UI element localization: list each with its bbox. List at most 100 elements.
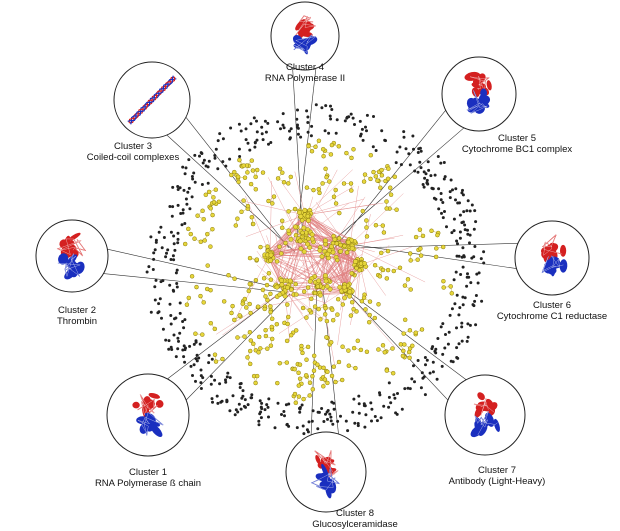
protein-node: [301, 289, 307, 294]
protein-node: [210, 226, 215, 232]
protein-node: [336, 236, 342, 241]
protein-node: [312, 290, 318, 296]
protein-node: [328, 152, 334, 157]
protein-node: [413, 330, 419, 335]
protein-structure-red-blue-icon: [56, 232, 87, 280]
protein-node: [260, 287, 266, 293]
singleton-node: [198, 154, 201, 158]
singleton-node: [182, 188, 186, 192]
interaction-edge: [304, 214, 348, 256]
singleton-node: [456, 201, 460, 205]
singleton-node: [364, 413, 368, 417]
singleton-node: [285, 423, 289, 427]
protein-node: [309, 148, 315, 154]
singleton-node: [171, 254, 175, 258]
protein-node: [298, 213, 304, 219]
protein-node: [242, 175, 248, 180]
singleton-node: [423, 356, 427, 359]
singleton-node: [358, 119, 362, 123]
singleton-node: [169, 230, 173, 234]
singleton-node: [452, 217, 456, 221]
singleton-node: [237, 147, 241, 151]
ribbon-highlight: [57, 238, 86, 257]
singleton-node: [309, 134, 313, 138]
protein-node: [235, 216, 240, 221]
protein-node: [349, 155, 354, 161]
protein-node: [247, 255, 253, 261]
singleton-node: [431, 360, 435, 364]
protein-node: [211, 199, 217, 205]
interaction-edge: [306, 224, 351, 246]
interaction-edge: [359, 246, 413, 266]
cluster-7-inset: [444, 374, 526, 456]
interaction-edge: [284, 289, 303, 315]
cluster-number: Cluster 1: [128, 467, 167, 478]
protein-node: [371, 169, 376, 175]
protein-node: [379, 173, 385, 178]
protein-node: [361, 179, 367, 184]
singleton-node: [216, 167, 220, 171]
singleton-node: [192, 171, 196, 175]
cluster-number: Cluster 3: [113, 141, 152, 152]
protein-node: [322, 377, 328, 382]
singleton-node: [463, 223, 467, 227]
protein-node: [325, 251, 331, 257]
singleton-node: [365, 113, 369, 117]
protein-node: [212, 326, 218, 332]
protein-node: [327, 286, 333, 292]
cluster-label-3: Cluster 3 Coiled-coil complexes: [68, 141, 198, 163]
interaction-edge: [267, 214, 306, 256]
singleton-node: [167, 347, 171, 351]
singleton-node: [172, 242, 176, 246]
cluster-name: Thrombin: [56, 316, 98, 327]
protein-node: [315, 362, 320, 367]
protein-node: [372, 262, 378, 268]
protein-node: [300, 305, 306, 311]
protein-node: [202, 238, 207, 243]
singleton-node: [356, 424, 360, 428]
singleton-node: [352, 397, 356, 401]
protein-node: [351, 147, 356, 152]
singleton-node: [455, 239, 459, 243]
protein-node: [402, 283, 408, 288]
singleton-node: [183, 318, 187, 322]
singleton-node: [404, 147, 408, 151]
singleton-node: [189, 364, 193, 368]
singleton-node: [199, 368, 203, 372]
protein-node: [317, 190, 322, 196]
ribbon-segment: [150, 424, 163, 438]
singleton-node: [181, 208, 185, 212]
ribbon-segment: [559, 259, 568, 273]
singleton-nodes: [145, 103, 486, 436]
singleton-node: [191, 177, 195, 181]
singleton-node: [181, 320, 185, 323]
singleton-node: [169, 345, 173, 349]
cluster-name: Cytochrome BC1 complex: [461, 144, 573, 155]
singleton-node: [197, 356, 201, 360]
singleton-node: [475, 272, 479, 276]
protein-node: [206, 189, 212, 195]
protein-node: [235, 174, 241, 180]
cluster-name: Coiled-coil complexes: [86, 152, 180, 163]
protein-node: [268, 309, 273, 315]
singleton-node: [399, 163, 403, 167]
leader-line: [103, 273, 287, 293]
singleton-node: [394, 161, 398, 165]
protein-node: [361, 295, 367, 301]
singleton-node: [387, 405, 391, 409]
protein-node: [201, 300, 206, 305]
singleton-node: [320, 106, 324, 110]
singleton-node: [241, 394, 245, 398]
interaction-edge: [294, 171, 306, 216]
singleton-node: [332, 407, 336, 411]
singleton-node: [246, 403, 250, 407]
singleton-node: [461, 303, 465, 307]
singleton-node: [325, 410, 329, 414]
protein-node: [347, 289, 353, 295]
protein-node: [226, 272, 231, 278]
protein-node: [265, 346, 270, 351]
protein-node: [346, 363, 352, 368]
protein-node: [376, 302, 381, 307]
cluster-number: Cluster 2: [57, 305, 96, 316]
protein-node: [373, 174, 379, 179]
